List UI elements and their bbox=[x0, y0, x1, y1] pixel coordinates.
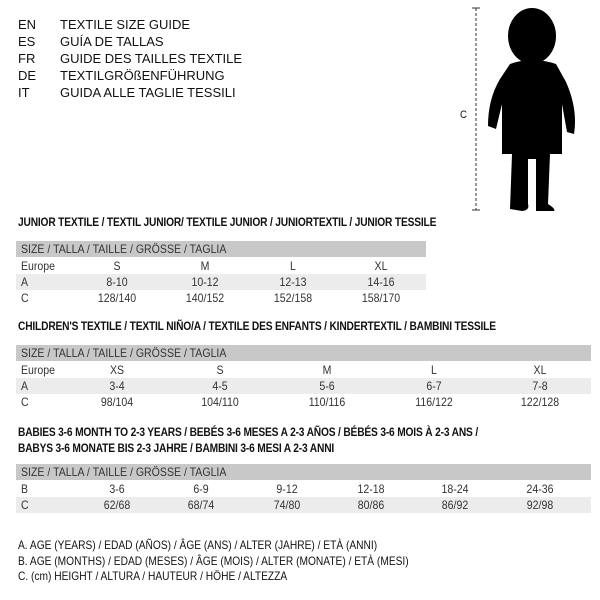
legend-c: C. (cm) HEIGHT / ALTURA / HAUTEUR / HÖHE… bbox=[18, 569, 288, 583]
language-code: EN bbox=[18, 17, 37, 32]
table-cell: 152/158 bbox=[273, 291, 313, 305]
size-header-row: SIZE / TALLA / TAILLE / GRÖSSE / TAGLIA bbox=[16, 241, 426, 257]
row-label: C bbox=[21, 498, 29, 512]
table-cell: 12-18 bbox=[357, 482, 385, 496]
size-header-row: SIZE / TALLA / TAILLE / GRÖSSE / TAGLIA bbox=[16, 464, 591, 480]
table-cell: 116/122 bbox=[415, 395, 453, 409]
language-guide-name: GUIDA ALLE TAGLIE TESSILI bbox=[60, 85, 236, 100]
table-cell: 12-13 bbox=[279, 275, 307, 289]
language-code: FR bbox=[18, 51, 36, 66]
table-cell: 122/128 bbox=[520, 395, 560, 409]
table-row: A 3-4 4-5 5-6 6-7 7-8 bbox=[16, 378, 591, 394]
table-cell: 9-12 bbox=[276, 482, 298, 496]
table-cell: 92/98 bbox=[526, 498, 554, 512]
table-cell: M bbox=[322, 363, 332, 377]
table-cell: 10-12 bbox=[191, 275, 219, 289]
table-row: A 8-10 10-12 12-13 14-16 bbox=[16, 274, 426, 290]
table-row: Europe XS S M L XL bbox=[16, 362, 591, 378]
table-row: C 98/104 104/110 110/116 116/122 122/128 bbox=[16, 394, 591, 410]
language-item: IT GUIDA ALLE TAGLIE TESSILI bbox=[18, 85, 578, 102]
table-row: C 128/140 140/152 152/158 158/170 bbox=[16, 290, 426, 306]
legend-a: A. AGE (YEARS) / EDAD (AÑOS) / ÂGE (ANS)… bbox=[18, 538, 378, 552]
row-label: Europe bbox=[21, 259, 56, 273]
children-title: CHILDREN'S TEXTILE / TEXTIL NIÑO/A / TEX… bbox=[18, 319, 496, 333]
size-header-label: SIZE / TALLA / TAILLE / GRÖSSE / TAGLIA bbox=[21, 242, 227, 256]
row-label: A bbox=[21, 275, 29, 289]
table-cell: 140/152 bbox=[185, 291, 225, 305]
table-cell: 104/110 bbox=[201, 395, 239, 409]
language-item: FR GUIDE DES TAILLES TEXTILE bbox=[18, 51, 578, 68]
row-label: B bbox=[21, 482, 29, 496]
language-item: DE TEXTILGRÖßENFÜHRUNG bbox=[18, 68, 578, 85]
table-cell: XL bbox=[533, 363, 547, 377]
table-cell: S bbox=[216, 363, 224, 377]
table-cell: 68/74 bbox=[187, 498, 215, 512]
table-cell: 86/92 bbox=[441, 498, 469, 512]
row-label: Europe bbox=[21, 363, 56, 377]
table-cell: 128/140 bbox=[97, 291, 137, 305]
table-cell: L bbox=[431, 363, 437, 377]
table-row: Europe S M L XL bbox=[16, 258, 426, 274]
row-label: C bbox=[21, 291, 29, 305]
table-cell: XS bbox=[109, 363, 125, 377]
height-label: C bbox=[460, 109, 467, 121]
table-cell: 24-36 bbox=[526, 482, 554, 496]
table-cell: 62/68 bbox=[103, 498, 131, 512]
table-cell: 80/86 bbox=[357, 498, 385, 512]
table-cell: 6-7 bbox=[426, 379, 442, 393]
table-cell: M bbox=[200, 259, 210, 273]
language-guide-name: TEXTILGRÖßENFÜHRUNG bbox=[60, 68, 225, 83]
table-cell: XL bbox=[374, 259, 388, 273]
table-cell: 3-6 bbox=[109, 482, 125, 496]
row-label: A bbox=[21, 379, 29, 393]
language-guide-name: TEXTILE SIZE GUIDE bbox=[60, 17, 191, 32]
table-cell: L bbox=[290, 259, 296, 273]
table-row: B 3-6 6-9 9-12 12-18 18-24 24-36 bbox=[16, 481, 591, 497]
language-code: DE bbox=[18, 68, 37, 83]
table-cell: 98/104 bbox=[100, 395, 134, 409]
language-code: ES bbox=[18, 34, 36, 49]
babies-title-line1: BABIES 3-6 MONTH TO 2-3 YEARS / BEBÉS 3-… bbox=[18, 425, 479, 439]
table-cell: 18-24 bbox=[441, 482, 469, 496]
junior-title: JUNIOR TEXTILE / TEXTIL JUNIOR/ TEXTILE … bbox=[18, 215, 437, 229]
language-guide-name: GUIDE DES TAILLES TEXTILE bbox=[60, 51, 243, 66]
language-item: ES GUÍA DE TALLAS bbox=[18, 34, 578, 51]
table-cell: 6-9 bbox=[193, 482, 209, 496]
size-header-label: SIZE / TALLA / TAILLE / GRÖSSE / TAGLIA bbox=[21, 346, 227, 360]
child-silhouette-icon bbox=[472, 7, 575, 211]
language-item: EN TEXTILE SIZE GUIDE bbox=[18, 17, 578, 34]
row-label: C bbox=[21, 395, 29, 409]
table-cell: S bbox=[113, 259, 121, 273]
babies-title-line2: BABYS 3-6 MONATE BIS 2-3 JAHRE / BAMBINI… bbox=[18, 441, 335, 455]
table-cell: 3-4 bbox=[109, 379, 125, 393]
table-cell: 7-8 bbox=[532, 379, 548, 393]
size-header-row: SIZE / TALLA / TAILLE / GRÖSSE / TAGLIA bbox=[16, 345, 591, 361]
table-cell: 110/116 bbox=[308, 395, 346, 409]
table-cell: 5-6 bbox=[319, 379, 335, 393]
table-cell: 74/80 bbox=[273, 498, 301, 512]
legend-b: B. AGE (MONTHS) / EDAD (MESES) / ÂGE (MO… bbox=[18, 554, 409, 568]
table-cell: 4-5 bbox=[212, 379, 228, 393]
table-cell: 8-10 bbox=[106, 275, 128, 289]
language-guide-name: GUÍA DE TALLAS bbox=[60, 34, 164, 49]
table-row: C 62/68 68/74 74/80 80/86 86/92 92/98 bbox=[16, 497, 591, 513]
size-header-label: SIZE / TALLA / TAILLE / GRÖSSE / TAGLIA bbox=[21, 465, 227, 479]
table-cell: 158/170 bbox=[361, 291, 401, 305]
table-cell: 14-16 bbox=[367, 275, 395, 289]
language-code: IT bbox=[18, 85, 30, 100]
